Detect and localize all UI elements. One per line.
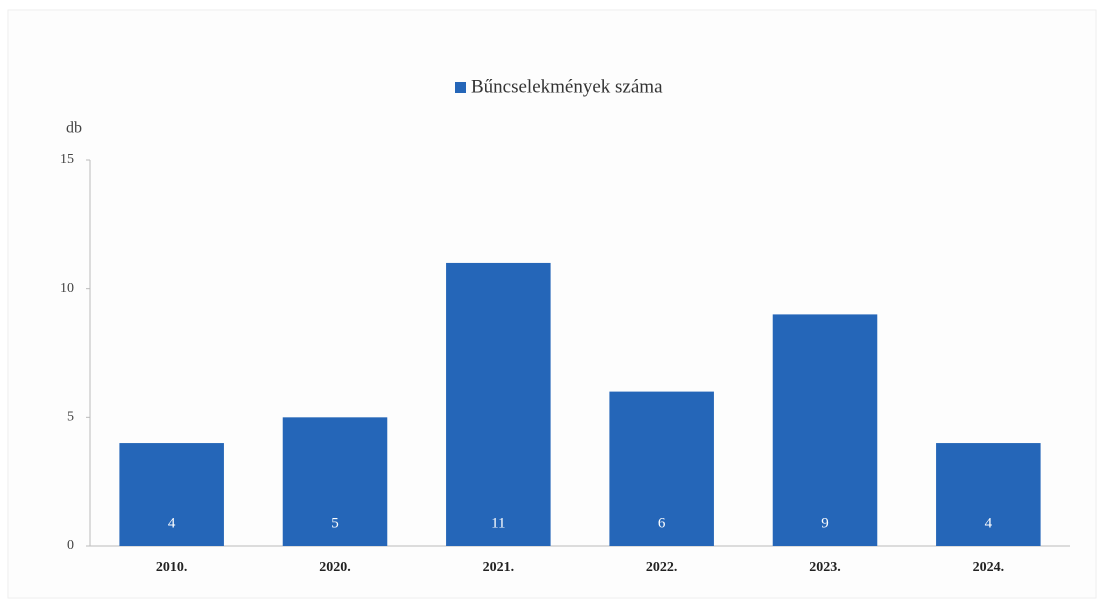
x-tick-label: 2023. (809, 560, 841, 575)
data-label: 4 (985, 515, 993, 531)
x-tick-label: 2010. (156, 560, 188, 575)
bar (446, 262, 551, 546)
y-tick-label: 0 (67, 538, 74, 553)
bar (282, 417, 388, 546)
bar (936, 443, 1041, 546)
data-label: 6 (658, 515, 666, 531)
y-tick-label: 5 (67, 410, 74, 425)
y-tick-label: 15 (60, 152, 74, 167)
y-tick-label: 10 (60, 281, 74, 296)
data-label: 9 (821, 515, 829, 531)
y-axis-label: db (66, 120, 82, 137)
legend-swatch (455, 82, 466, 93)
bar (119, 443, 224, 546)
x-tick-label: 2024. (973, 560, 1005, 575)
data-label: 11 (491, 515, 505, 531)
bar (609, 391, 714, 546)
data-label: 4 (168, 515, 176, 531)
x-tick-label: 2022. (646, 560, 678, 575)
legend-label: Bűncselekmények száma (471, 76, 663, 97)
bar (772, 314, 878, 546)
x-tick-label: 2021. (483, 560, 515, 575)
x-tick-label: 2020. (319, 560, 351, 575)
data-label: 5 (331, 515, 339, 531)
